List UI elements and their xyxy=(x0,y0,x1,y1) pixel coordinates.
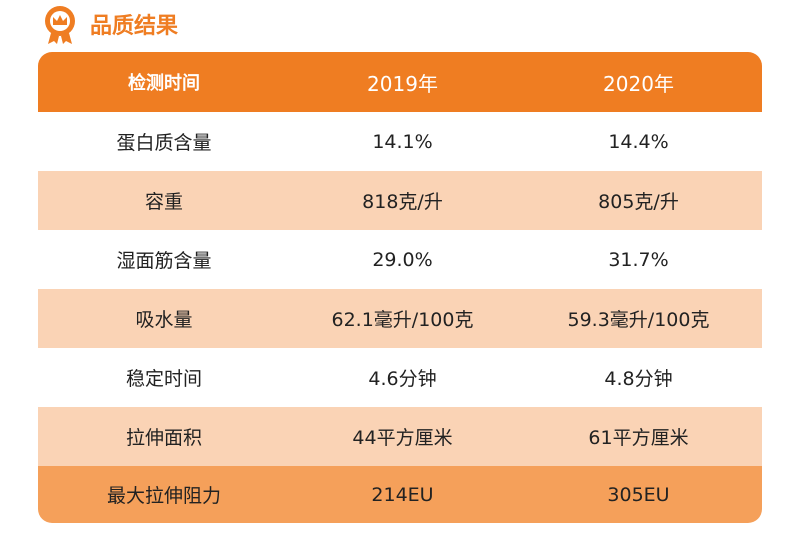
row-label: 蛋白质含量 xyxy=(116,132,212,154)
row-label: 容重 xyxy=(144,191,183,213)
table-cell: 44平方厘米 xyxy=(352,427,453,449)
table-cell: 805克/升 xyxy=(598,191,679,213)
table-row: 吸水量 62.1毫升/100克 59.3毫升/100克 xyxy=(38,289,762,348)
table-cell: 14.4% xyxy=(608,130,669,153)
badge-icon xyxy=(45,6,75,44)
section-title: 品质结果 xyxy=(90,14,179,39)
row-label: 拉伸面积 xyxy=(125,427,202,449)
table-cell: 4.8分钟 xyxy=(604,368,673,390)
table-row: 容重 818克/升 805克/升 xyxy=(38,171,762,230)
table-row: 最大拉伸阻力 214EU 305EU xyxy=(38,466,762,523)
section-header: 品质结果 xyxy=(38,2,178,46)
table-row: 拉伸面积 44平方厘米 61平方厘米 xyxy=(38,407,762,466)
table-row: 稳定时间 4.6分钟 4.8分钟 xyxy=(38,348,762,407)
table-cell: 61平方厘米 xyxy=(588,427,689,449)
row-label: 最大拉伸阻力 xyxy=(106,485,221,507)
row-label: 稳定时间 xyxy=(125,368,202,390)
column-header: 检测时间 xyxy=(128,73,200,94)
column-header: 2020年 xyxy=(603,71,674,96)
table-cell: 214EU xyxy=(371,483,434,506)
column-header: 2019年 xyxy=(367,71,438,96)
table-cell: 4.6分钟 xyxy=(368,368,437,390)
row-label: 吸水量 xyxy=(135,309,193,331)
table-cell: 818克/升 xyxy=(362,191,443,213)
table-cell: 29.0% xyxy=(372,248,433,271)
table-cell: 62.1毫升/100克 xyxy=(331,309,474,331)
row-label: 湿面筋含量 xyxy=(116,250,212,272)
quality-table: 检测时间 2019年 2020年蛋白质含量 14.1% 14.4% 容重 818克/升 805… xyxy=(38,52,762,523)
table-cell: 14.1% xyxy=(372,130,433,153)
table-cell: 31.7% xyxy=(608,248,669,271)
table-cell: 59.3毫升/100克 xyxy=(567,309,710,331)
table-cell: 305EU xyxy=(607,483,670,506)
table-row: 湿面筋含量 29.0% 31.7% xyxy=(38,230,762,289)
header-row: 检测时间 2019年 2020年 xyxy=(38,52,762,112)
table-row: 蛋白质含量 14.1% 14.4% xyxy=(38,112,762,171)
